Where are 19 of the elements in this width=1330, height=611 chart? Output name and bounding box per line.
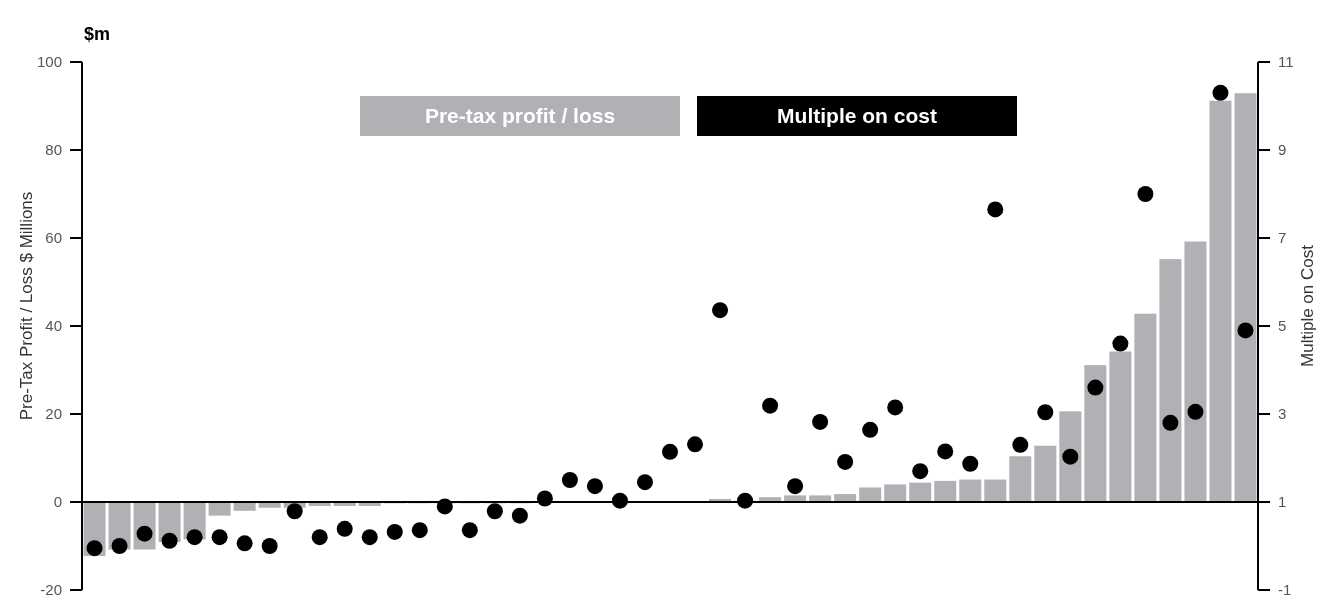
y-tick-label: 100 <box>36 53 62 71</box>
y2-tick-label: 9 <box>1278 141 1287 159</box>
text: Multiple on cost <box>777 104 937 128</box>
y2-tick-label: 1 <box>1278 493 1287 511</box>
y-tick-label: 0 <box>53 493 62 511</box>
y2-tick-label: 7 <box>1278 229 1287 247</box>
y2-axis-title: Multiple on Cost <box>1298 244 1317 367</box>
y-tick-label: 80 <box>45 141 62 159</box>
y2-tick-label: -1 <box>1278 581 1292 599</box>
y-tick-label: 60 <box>45 229 62 247</box>
y2-tick-label: 3 <box>1278 405 1287 423</box>
y2-tick-label: 5 <box>1278 317 1287 335</box>
text: Pre-tax profit / loss <box>424 104 616 128</box>
y-tick-label: -20 <box>40 581 62 599</box>
y-tick-label: 40 <box>45 317 62 335</box>
chart-title: $m <box>84 24 111 44</box>
y-axis-title: Pre-Tax Profit / Loss $ Millions <box>17 191 36 421</box>
y2-tick-label: 11 <box>1278 53 1294 71</box>
y-tick-label: 20 <box>45 405 62 423</box>
